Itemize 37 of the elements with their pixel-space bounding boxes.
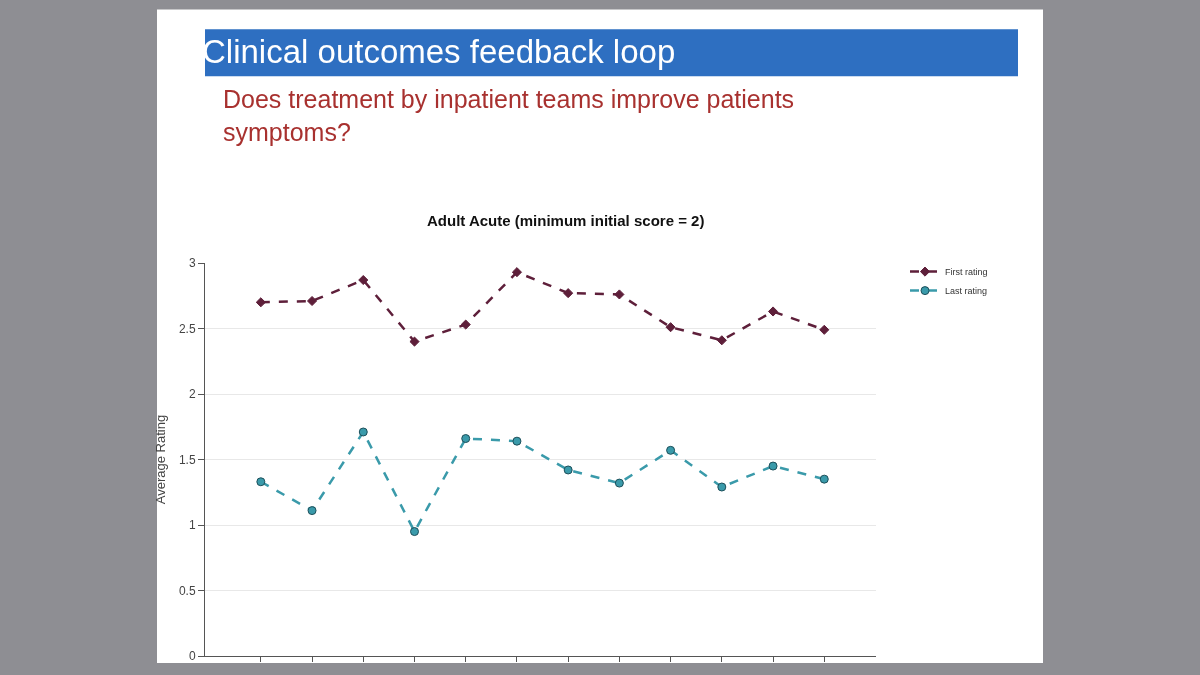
point <box>256 477 266 487</box>
y-tick-label: 1.5 <box>178 452 196 467</box>
point <box>461 434 471 444</box>
point <box>819 324 830 335</box>
y-axis-title: Average Rating <box>152 414 168 505</box>
point <box>409 336 420 347</box>
point <box>614 289 625 300</box>
point <box>614 478 624 488</box>
point <box>563 465 573 475</box>
point <box>460 319 471 330</box>
text: Adult Acute (minimum initial score = 2) <box>427 212 705 229</box>
legend-label: Last rating <box>945 286 988 297</box>
point <box>665 322 676 333</box>
y-tick-label: 0.5 <box>178 583 196 598</box>
point <box>717 482 727 492</box>
point <box>511 267 522 278</box>
point <box>666 445 676 455</box>
y-tick-label: 1 <box>188 518 196 533</box>
point <box>358 427 368 437</box>
point <box>768 461 778 471</box>
legend-label: First rating <box>945 267 988 278</box>
point <box>255 297 266 308</box>
point <box>819 474 829 484</box>
chart-title: Clinical outcomes feedback loop <box>202 33 676 70</box>
chart-subtitle: Does treatment by inpatient teams improve patients symptoms? <box>223 85 795 146</box>
y-tick-label: 0 <box>188 649 196 664</box>
point <box>768 306 779 317</box>
point <box>512 436 522 446</box>
point <box>563 288 574 299</box>
y-tick-label: 2 <box>188 387 196 402</box>
point <box>716 335 727 346</box>
point <box>410 527 419 537</box>
y-tick-label: 2.5 <box>178 321 196 336</box>
point <box>307 295 318 307</box>
point <box>307 506 317 516</box>
y-tick-label: 3 <box>188 256 196 271</box>
point <box>358 274 369 286</box>
